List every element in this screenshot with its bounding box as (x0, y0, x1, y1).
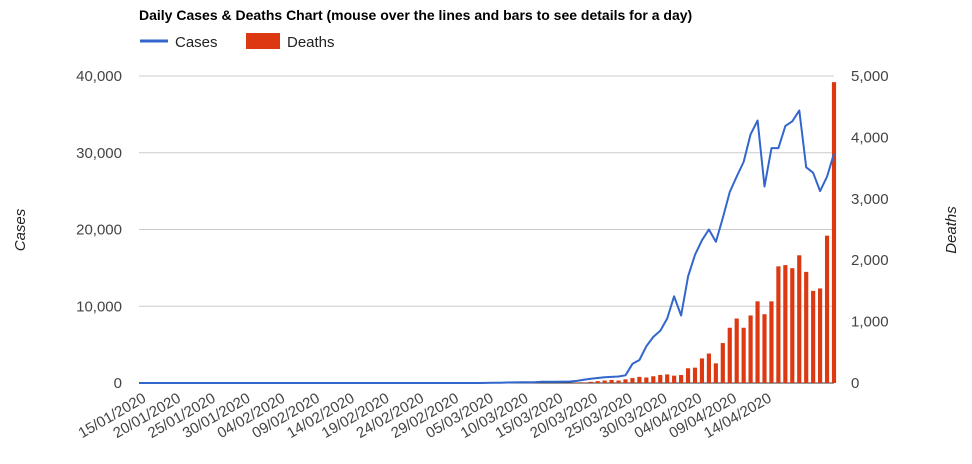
deaths-bar[interactable] (637, 376, 642, 383)
legend-label-deaths: Deaths (287, 34, 335, 51)
right-axis-ticks: 0 1,000 2,000 3,000 4,000 5,000 (851, 68, 889, 392)
deaths-bar[interactable] (588, 381, 593, 383)
cases-line[interactable] (139, 109, 835, 384)
right-tick-label: 0 (851, 375, 859, 392)
deaths-bar[interactable] (776, 266, 781, 383)
deaths-bar[interactable] (755, 301, 760, 383)
deaths-bar[interactable] (692, 367, 698, 383)
deaths-bar[interactable] (769, 301, 774, 383)
legend-item-deaths[interactable]: Deaths (246, 33, 335, 51)
deaths-bar[interactable] (727, 327, 732, 383)
deaths-bar[interactable] (831, 82, 837, 383)
right-tick-label: 4,000 (851, 129, 889, 146)
left-tick-label: 20,000 (76, 222, 122, 239)
deaths-bar[interactable] (713, 363, 718, 383)
deaths-bar[interactable] (685, 368, 691, 383)
deaths-bars (574, 82, 837, 383)
legend: Cases Deaths (140, 33, 335, 51)
deaths-bar[interactable] (665, 374, 670, 383)
left-axis-ticks: 0 10,000 20,000 30,000 40,000 (76, 68, 122, 392)
deaths-bar[interactable] (790, 268, 795, 383)
right-axis-title: Deaths (943, 206, 960, 254)
left-tick-label: 10,000 (76, 298, 122, 315)
left-tick-label: 40,000 (76, 68, 122, 85)
deaths-bar[interactable] (616, 380, 621, 383)
left-tick-label: 0 (114, 375, 122, 392)
deaths-bar[interactable] (672, 375, 677, 383)
legend-item-cases[interactable]: Cases (140, 34, 218, 51)
left-tick-label: 30,000 (76, 145, 122, 162)
deaths-bar[interactable] (706, 353, 711, 383)
deaths-bar[interactable] (797, 255, 802, 383)
cases-line-group (139, 109, 835, 384)
x-axis-ticks: 15/01/202020/01/202025/01/202030/01/2020… (75, 390, 774, 442)
right-tick-label: 3,000 (851, 191, 889, 208)
deaths-bar[interactable] (804, 271, 809, 383)
deaths-bar[interactable] (609, 379, 614, 383)
right-tick-label: 5,000 (851, 68, 889, 85)
right-tick-label: 1,000 (851, 314, 889, 331)
deaths-bar[interactable] (602, 380, 607, 383)
legend-swatch-deaths (246, 33, 280, 49)
deaths-bar[interactable] (679, 375, 684, 383)
deaths-bar[interactable] (574, 382, 579, 383)
deaths-bar[interactable] (734, 318, 739, 383)
deaths-bar[interactable] (581, 382, 586, 383)
deaths-bar[interactable] (748, 315, 753, 383)
deaths-bar[interactable] (595, 381, 600, 383)
deaths-bar[interactable] (651, 376, 656, 383)
deaths-bar[interactable] (623, 379, 628, 383)
deaths-bar[interactable] (811, 290, 816, 383)
deaths-bar[interactable] (720, 343, 725, 383)
deaths-bar[interactable] (644, 377, 649, 383)
deaths-bar[interactable] (658, 375, 663, 383)
deaths-bar[interactable] (818, 288, 823, 383)
legend-label-cases: Cases (175, 34, 218, 51)
deaths-bar[interactable] (783, 265, 788, 383)
deaths-bar[interactable] (762, 314, 767, 383)
right-tick-label: 2,000 (851, 252, 889, 269)
left-axis-title: Cases (12, 208, 29, 251)
chart-title: Daily Cases & Deaths Chart (mouse over t… (139, 7, 692, 23)
deaths-bar[interactable] (699, 358, 705, 383)
deaths-bar[interactable] (630, 378, 635, 383)
deaths-bar[interactable] (824, 235, 830, 383)
deaths-bar[interactable] (741, 327, 746, 383)
